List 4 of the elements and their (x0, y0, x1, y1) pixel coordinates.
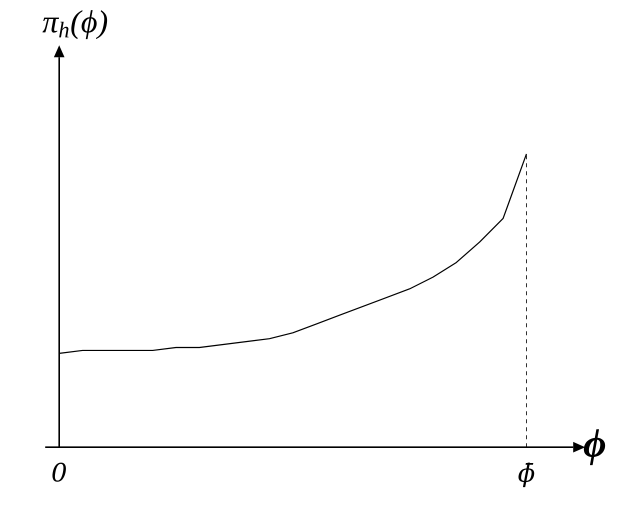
x-tick-label: ϕ̄ (518, 462, 534, 488)
x-tick-label: 0 (52, 462, 66, 482)
y-axis-title: π$_{h}$(ϕ) (42, 10, 108, 40)
x-axis-title: ϕ (584, 429, 606, 466)
